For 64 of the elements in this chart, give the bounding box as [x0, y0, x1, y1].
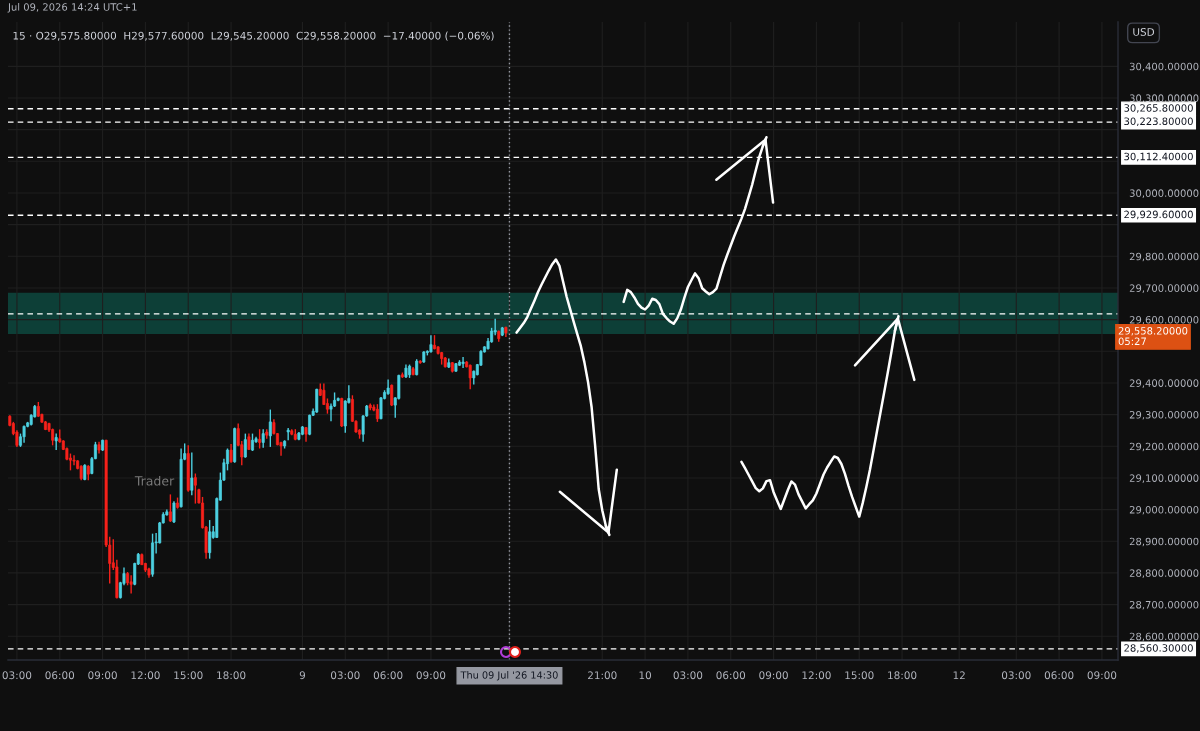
- ref-line-label: 30,223.80000: [1124, 117, 1193, 127]
- y-tick-label: 29,000.00000: [1129, 505, 1199, 515]
- x-tick-label: 18:00: [888, 671, 917, 680]
- text: 29,558.20000 05:27: [1118, 327, 1188, 346]
- y-tick-label: 28,700.00000: [1129, 600, 1199, 610]
- candlestick: [193, 472, 197, 505]
- y-tick-label: 29,300.00000: [1129, 410, 1199, 420]
- candlestick: [261, 428, 265, 449]
- x-tick-label: 09:00: [88, 671, 117, 680]
- candlestick: [433, 334, 436, 351]
- ref-line-label: 28,560.30000: [1124, 644, 1193, 653]
- x-tick-label: 06:00: [1044, 671, 1074, 680]
- y-tick-label: 30,400.00000: [1129, 62, 1199, 72]
- x-tick-label: 06:00: [373, 671, 403, 680]
- candlestick: [286, 427, 290, 441]
- x-tick-label: 03:00: [1001, 671, 1031, 680]
- x-tick-label: 09:00: [1087, 671, 1117, 680]
- x-tick-label: 12:00: [802, 671, 831, 680]
- candlestick: [329, 402, 333, 422]
- y-tick-label: 29,700.00000: [1129, 284, 1199, 293]
- candlestick: [315, 387, 319, 414]
- y-tick-label: 29,400.00000: [1129, 379, 1199, 388]
- y-axis-title: USD: [1133, 27, 1155, 36]
- chart-subtitle: Jul 09, 2026 14:24 UTC+1: [7, 3, 137, 13]
- y-tick-label: 30,300.00000: [1129, 94, 1199, 103]
- y-tick-label: 29,800.00000: [1129, 252, 1199, 262]
- x-tick-label: 18:00: [217, 671, 246, 680]
- candlestick: [243, 432, 247, 459]
- ref-line-label: 30,112.40000: [1124, 152, 1193, 162]
- x-tick-label: 06:00: [45, 671, 75, 680]
- y-tick-label: 29,600.00000: [1129, 316, 1199, 325]
- x-tick-label: 15:00: [174, 671, 203, 680]
- annotation: Trader: [134, 475, 175, 486]
- ref-line-label: 29,929.60000: [1124, 210, 1193, 220]
- x-tick-label: 03:00: [330, 671, 360, 680]
- candlestick: [229, 443, 233, 464]
- y-tick-label: 29,100.00000: [1129, 474, 1199, 483]
- candlestick: [468, 363, 472, 390]
- x-tick-label: 12: [953, 671, 965, 680]
- y-tick-label: 29,200.00000: [1129, 442, 1199, 452]
- candlestick: [54, 432, 58, 451]
- x-tick-label: 21:00: [588, 671, 617, 680]
- x-tick-label: 03:00: [2, 671, 32, 680]
- candlestick: [72, 454, 76, 466]
- y-tick-label: 28,600.00000: [1129, 632, 1199, 642]
- candlestick: [461, 356, 465, 369]
- candlestick: [190, 451, 194, 497]
- candlestick: [258, 428, 262, 450]
- text: 15 · O29,575.80000 H29,577.60000 L29,545.20000 C29,558.20000 −17.40000 (−0.06%): [13, 31, 494, 41]
- y-tick-label: 30,000.00000: [1129, 189, 1199, 198]
- x-tick-label: 06:00: [716, 671, 746, 680]
- candlestick: [172, 500, 176, 524]
- x-tick-label: 09:00: [416, 671, 446, 680]
- candlestick: [129, 574, 133, 595]
- x-tick-label: 09:00: [759, 671, 788, 680]
- x-tick-label: 9: [299, 671, 306, 680]
- x-tick-label: 15:00: [845, 671, 874, 680]
- y-tick-label: 28,900.00000: [1129, 537, 1199, 547]
- y-tick-label: 28,800.00000: [1129, 569, 1199, 578]
- x-tick-label: 03:00: [673, 671, 703, 680]
- x-tick-label: 10: [639, 671, 652, 680]
- x-tick-label: Thu 09 Jul '26 14:30: [460, 671, 558, 681]
- ref-line-label: 30,265.80000: [1124, 104, 1193, 113]
- x-tick-label: 12:00: [131, 671, 160, 680]
